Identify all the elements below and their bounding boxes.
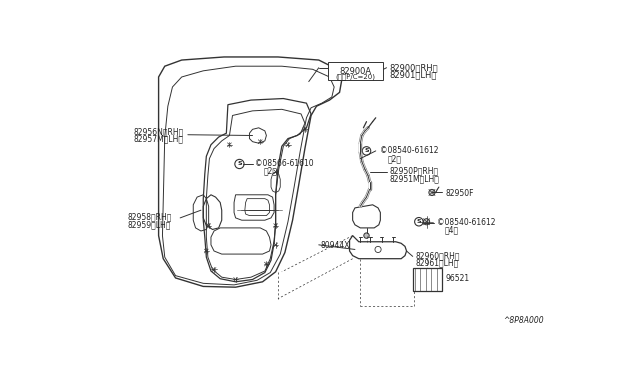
Text: 82950P（RH）: 82950P（RH） — [390, 166, 439, 175]
Text: ©08540-61612: ©08540-61612 — [380, 146, 439, 155]
Text: 80944X: 80944X — [320, 241, 350, 250]
Text: （4）: （4） — [445, 225, 459, 235]
Text: S: S — [364, 148, 369, 153]
Text: 82901（LH）: 82901（LH） — [390, 70, 437, 79]
Text: 82951M（LH）: 82951M（LH） — [390, 174, 440, 183]
Text: S: S — [237, 161, 242, 167]
Circle shape — [362, 147, 371, 155]
Text: （2）: （2） — [388, 154, 402, 163]
Circle shape — [235, 159, 244, 169]
Text: ©08566-61610: ©08566-61610 — [255, 158, 314, 168]
Text: 82958（RH）: 82958（RH） — [128, 212, 172, 221]
Text: (好啊P/C=20): (好啊P/C=20) — [336, 73, 376, 80]
Text: S: S — [417, 219, 421, 224]
Text: 82960（RH）: 82960（RH） — [416, 251, 460, 260]
FancyBboxPatch shape — [328, 62, 383, 80]
Circle shape — [364, 233, 369, 238]
Text: 82959（LH）: 82959（LH） — [128, 220, 171, 229]
Text: 96521: 96521 — [445, 274, 469, 283]
Circle shape — [424, 219, 429, 225]
Text: 82900（RH）: 82900（RH） — [390, 63, 438, 72]
Text: ^8P8A000: ^8P8A000 — [503, 316, 543, 325]
Text: 82956N（RH）: 82956N（RH） — [134, 128, 184, 137]
Circle shape — [429, 189, 435, 196]
Text: 82961（LH）: 82961（LH） — [416, 259, 459, 268]
Text: 82950F: 82950F — [445, 189, 474, 198]
Text: （2）: （2） — [263, 166, 277, 175]
Text: 82957M（LH）: 82957M（LH） — [134, 135, 184, 144]
Text: 82900A: 82900A — [340, 67, 372, 76]
Text: ©08540-61612: ©08540-61612 — [437, 218, 496, 227]
Circle shape — [415, 218, 423, 226]
